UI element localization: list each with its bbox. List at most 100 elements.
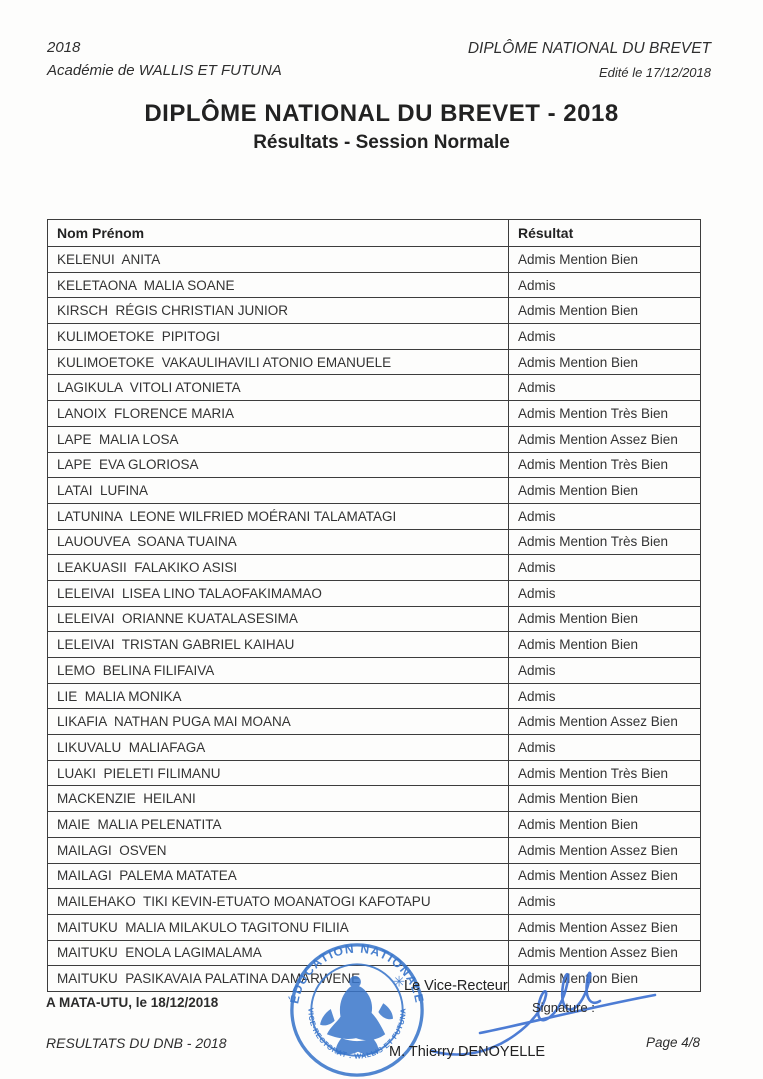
result-cell: Admis Mention Bien bbox=[508, 965, 701, 992]
result-cell: Admis bbox=[508, 502, 701, 530]
name-cell: LELEIVAI TRISTAN GABRIEL KAIHAU bbox=[47, 631, 509, 658]
name-cell: KELENUI ANITA bbox=[47, 246, 509, 273]
name-cell: MAITUKU ENOLA LAGIMALAMA bbox=[47, 939, 509, 967]
name-cell: LIKUVALU MALIAFAGA bbox=[47, 734, 509, 761]
name-cell: LEAKUASII FALAKIKO ASISI bbox=[47, 554, 509, 581]
doc-reference: RESULTATS DU DNB - 2018 bbox=[46, 1035, 227, 1051]
name-cell: MAILAGI OSVEN bbox=[47, 836, 509, 864]
name-cell: LIE MALIA MONIKA bbox=[47, 682, 509, 710]
result-cell: Admis Mention Assez Bien bbox=[508, 913, 701, 941]
page-subtitle: Résultats - Session Normale bbox=[253, 132, 510, 153]
header-doc-type: DIPLÔME NATIONAL DU BREVET bbox=[467, 40, 711, 57]
name-cell: KULIMOETOKE VAKAULIHAVILI ATONIO EMANUEL… bbox=[47, 348, 509, 376]
name-cell: LIKAFIA NATHAN PUGA MAI MOANA bbox=[47, 708, 509, 736]
name-cell: LAPE EVA GLORIOSA bbox=[47, 451, 509, 479]
table-row: LAGIKULA VITOLI ATONIETA Admis bbox=[47, 374, 701, 402]
result-cell: Admis bbox=[508, 682, 701, 710]
result-cell: Admis Mention Bien bbox=[508, 348, 701, 376]
column-header-result: Résultat bbox=[508, 219, 701, 247]
name-cell: MACKENZIE HEILANI bbox=[47, 785, 509, 813]
result-cell: Admis bbox=[508, 323, 701, 350]
table-row: LAPE EVA GLORIOSA Admis Mention Très Bien bbox=[47, 451, 701, 479]
table-row: LUAKI PIELETI FILIMANU Admis Mention Très… bbox=[47, 759, 701, 787]
name-cell: LEMO BELINA FILIFAIVA bbox=[47, 657, 509, 684]
name-cell: KIRSCH RÉGIS CHRISTIAN JUNIOR bbox=[47, 297, 509, 325]
signature-label: Signature : bbox=[532, 1000, 595, 1015]
stamp-figure bbox=[320, 975, 393, 1055]
result-cell: Admis bbox=[508, 579, 701, 607]
name-cell: MAITUKU MALIA MILAKULO TAGITONU FILIIA bbox=[47, 913, 509, 941]
table-row: LAUOUVEA SOANA TUAINA Admis Mention Très … bbox=[47, 528, 701, 556]
name-cell: KELETAONA MALIA SOANE bbox=[47, 271, 509, 299]
table-header-row: Nom Prénom Résultat bbox=[47, 219, 701, 247]
table-row: LIE MALIA MONIKA Admis bbox=[47, 682, 701, 710]
name-cell: MAILEHAKO TIKI KEVIN-ETUATO MOANATOGI KA… bbox=[47, 888, 509, 915]
result-cell: Admis Mention Assez Bien bbox=[508, 862, 701, 890]
name-cell: MAIE MALIA PELENATITA bbox=[47, 811, 509, 838]
result-cell: Admis Mention Bien bbox=[508, 605, 701, 633]
name-cell: LATUNINA LEONE WILFRIED MOÉRANI TALAMATA… bbox=[47, 502, 509, 530]
name-cell: LAGIKULA VITOLI ATONIETA bbox=[47, 374, 509, 402]
header-academy: Académie de WALLIS ET FUTUNA bbox=[47, 62, 282, 79]
table-row: MAIE MALIA PELENATITA Admis Mention Bien bbox=[47, 811, 701, 838]
result-cell: Admis Mention Très Bien bbox=[508, 528, 701, 556]
name-cell: MAILAGI PALEMA MATATEA bbox=[47, 862, 509, 890]
header-right: DIPLÔME NATIONAL DU BREVET Edité le 17/1… bbox=[468, 40, 711, 80]
table-row: LATAI LUFINA Admis Mention Bien bbox=[47, 477, 701, 504]
name-cell: LUAKI PIELETI FILIMANU bbox=[47, 759, 509, 787]
column-header-name: Nom Prénom bbox=[47, 219, 509, 247]
results-table: Nom Prénom Résultat KELENUI ANITA Admis M… bbox=[47, 219, 701, 992]
page-number: Page 4/8 bbox=[645, 1035, 700, 1050]
result-cell: Admis Mention Bien bbox=[508, 631, 701, 658]
result-cell: Admis Mention Bien bbox=[508, 246, 701, 273]
table-row: LELEIVAI ORIANNE KUATALASESIMA Admis Ment… bbox=[47, 605, 701, 633]
table-row: MAILAGI OSVEN Admis Mention Assez Bien bbox=[47, 836, 701, 864]
result-cell: Admis Mention Assez Bien bbox=[508, 939, 701, 967]
signatory-name: M. Thierry DENOYELLE bbox=[389, 1044, 546, 1060]
result-cell: Admis bbox=[508, 657, 701, 684]
result-cell: Admis Mention Bien bbox=[508, 477, 701, 504]
header-left: 2018 Académie de WALLIS ET FUTUNA bbox=[47, 36, 282, 82]
result-cell: Admis bbox=[508, 888, 701, 915]
name-cell: KULIMOETOKE PIPITOGI bbox=[47, 323, 509, 350]
table-row: LEMO BELINA FILIFAIVA Admis bbox=[47, 657, 701, 684]
table-row: MACKENZIE HEILANI Admis Mention Bien bbox=[47, 785, 701, 813]
stamp-star-icon: ✳ bbox=[393, 975, 405, 991]
stamp-seal-icon: ÉDUCATION NATIONALE VICE-RECTORAT . WALL… bbox=[286, 942, 425, 1077]
table-row: LELEIVAI TRISTAN GABRIEL KAIHAU Admis Men… bbox=[47, 631, 701, 658]
result-cell: Admis Mention Très Bien bbox=[508, 451, 701, 479]
table-row: KULIMOETOKE PIPITOGI Admis bbox=[47, 323, 701, 350]
table-row: MAITUKU MALIA MILAKULO TAGITONU FILIIA Ad… bbox=[47, 913, 701, 941]
official-stamp: ÉDUCATION NATIONALE VICE-RECTORAT . WALL… bbox=[286, 941, 428, 1079]
table-row: KULIMOETOKE VAKAULIHAVILI ATONIO EMANUEL… bbox=[47, 348, 701, 376]
table-row: LELEIVAI LISEA LINO TALAOFAKIMAMAO Admis bbox=[47, 579, 701, 607]
place-date: A MATA-UTU, le 18/12/2018 bbox=[46, 995, 219, 1010]
table-row: LATUNINA LEONE WILFRIED MOÉRANI TALAMATA… bbox=[47, 502, 701, 530]
result-cell: Admis bbox=[508, 734, 701, 761]
result-cell: Admis Mention Bien bbox=[508, 785, 701, 813]
table-row: LEAKUASII FALAKIKO ASISI Admis bbox=[47, 554, 701, 581]
table-row: LANOIX FLORENCE MARIA Admis Mention Très … bbox=[47, 400, 701, 427]
result-cell: Admis Mention Très Bien bbox=[508, 759, 701, 787]
result-cell: Admis bbox=[508, 374, 701, 402]
result-cell: Admis Mention Assez Bien bbox=[508, 708, 701, 736]
table-row: LAPE MALIA LOSA Admis Mention Assez Bien bbox=[47, 425, 701, 453]
title-block: DIPLÔME NATIONAL DU BREVET - 2018 Résult… bbox=[0, 100, 763, 154]
result-cell: Admis bbox=[508, 271, 701, 299]
result-cell: Admis Mention Bien bbox=[508, 811, 701, 838]
table-row: KELENUI ANITA Admis Mention Bien bbox=[47, 246, 701, 273]
result-cell: Admis Mention Assez Bien bbox=[508, 425, 701, 453]
result-cell: Admis Mention Assez Bien bbox=[508, 836, 701, 864]
name-cell: LAPE MALIA LOSA bbox=[47, 425, 509, 453]
page-title: DIPLÔME NATIONAL DU BREVET - 2018 bbox=[144, 100, 619, 127]
table-row: MAILAGI PALEMA MATATEA Admis Mention Asse… bbox=[47, 862, 701, 890]
table-row: KIRSCH RÉGIS CHRISTIAN JUNIOR Admis Menti… bbox=[47, 297, 701, 325]
table-row: LIKUVALU MALIAFAGA Admis bbox=[47, 734, 701, 761]
result-cell: Admis bbox=[508, 554, 701, 581]
name-cell: LATAI LUFINA bbox=[47, 477, 509, 504]
name-cell: LELEIVAI ORIANNE KUATALASESIMA bbox=[47, 605, 509, 633]
table-row: KELETAONA MALIA SOANE Admis bbox=[47, 271, 701, 299]
name-cell: LANOIX FLORENCE MARIA bbox=[47, 400, 509, 427]
results-table-body: KELENUI ANITA Admis Mention Bien KELETAONA… bbox=[47, 246, 701, 992]
